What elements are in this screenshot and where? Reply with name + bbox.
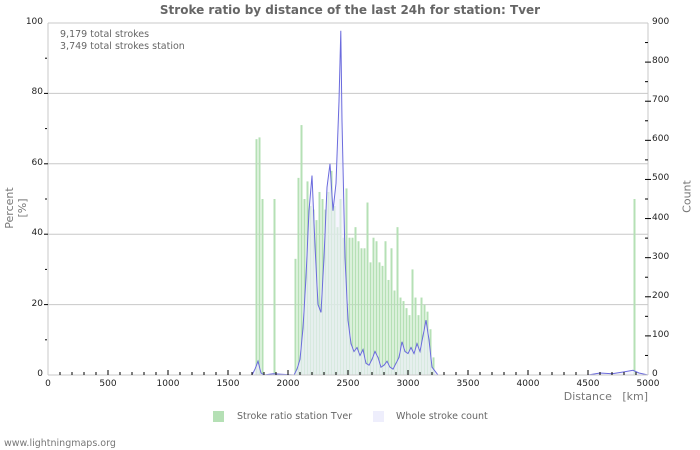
total-strokes: 9,179 total strokes <box>60 29 150 40</box>
tick-label: 100 <box>25 17 43 27</box>
count-line <box>251 30 649 376</box>
bar <box>366 202 369 375</box>
tick-label: 300 <box>652 251 670 262</box>
bar <box>375 241 378 375</box>
total-strokes-station: 3,749 total strokes station <box>60 41 185 52</box>
tick-label: 900 <box>652 17 670 27</box>
bar <box>348 237 351 375</box>
bar <box>402 301 405 375</box>
tick-label: 500 <box>652 173 670 184</box>
y-axis-right-label: Count <box>680 180 694 213</box>
tick-label: 20 <box>31 298 43 309</box>
bar <box>258 137 261 375</box>
legend-swatch-lavender <box>373 411 384 422</box>
bar <box>300 125 303 375</box>
bar <box>633 199 636 375</box>
tick-label: 600 <box>652 134 670 145</box>
bar <box>414 297 417 375</box>
bar <box>294 258 297 375</box>
tick-label: 200 <box>652 290 670 301</box>
legend-label: Stroke ratio station Tver <box>237 411 353 422</box>
bar <box>363 248 366 375</box>
bar <box>405 308 408 375</box>
tick-label: 800 <box>652 56 670 67</box>
bar <box>297 177 300 375</box>
tick-label: 0 <box>37 369 43 379</box>
tick-label: 2500 <box>336 379 360 389</box>
bar <box>387 279 390 375</box>
tick-label: 4000 <box>516 379 540 389</box>
bar <box>357 241 360 375</box>
tick-label: 500 <box>99 379 117 389</box>
bar <box>369 262 372 375</box>
tick-label: 0 <box>652 369 658 379</box>
tick-label: 3000 <box>396 379 420 389</box>
bar <box>273 199 276 375</box>
bar <box>396 227 399 375</box>
footer-credit: www.lightningmaps.org <box>4 438 116 449</box>
bar <box>255 139 258 375</box>
bar <box>351 237 354 375</box>
bar <box>411 269 414 375</box>
tick-label: 1500 <box>216 379 240 389</box>
legend-swatch-green <box>213 411 224 422</box>
bar <box>381 265 384 375</box>
tick-label: 100 <box>652 329 670 340</box>
tick-label: 5000 <box>636 379 660 389</box>
tick-label: 3500 <box>456 379 480 389</box>
bar <box>318 191 321 375</box>
bar <box>393 290 396 375</box>
x-axis-label: Distance [km] <box>563 390 648 403</box>
bar <box>417 315 420 375</box>
tick-label: 60 <box>31 157 43 168</box>
bar <box>390 248 393 375</box>
bar <box>372 237 375 375</box>
chart-title: Stroke ratio by distance of the last 24h… <box>159 3 541 17</box>
bar <box>420 297 423 375</box>
bar <box>354 227 357 375</box>
bar <box>360 248 363 375</box>
bar <box>303 199 306 375</box>
tick-label: 40 <box>31 228 43 239</box>
bar <box>399 297 402 375</box>
tick-label: 80 <box>31 87 43 98</box>
tick-label: 700 <box>652 95 670 106</box>
bar <box>432 357 435 375</box>
tick-label: 1000 <box>156 379 180 389</box>
legend-label: Whole stroke count <box>396 411 488 422</box>
bar <box>378 262 381 375</box>
tick-label: 0 <box>45 379 51 389</box>
tick-label: 400 <box>652 212 670 223</box>
bar <box>408 315 411 375</box>
tick-label: 2000 <box>276 379 300 389</box>
bar <box>384 241 387 375</box>
tick-label: 4500 <box>576 379 600 389</box>
bar <box>261 199 264 375</box>
stroke-summary: 9,179 total strokes 3,749 total strokes … <box>60 29 185 53</box>
